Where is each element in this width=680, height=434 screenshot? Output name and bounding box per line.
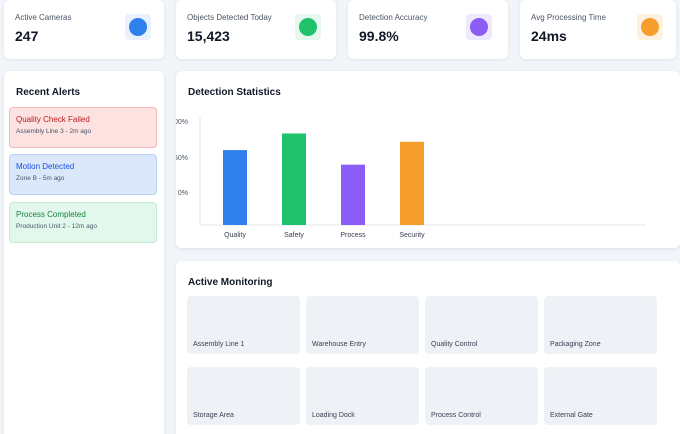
camera-feed-tile[interactable]: Packaging Zone: [544, 296, 657, 354]
chart-bar: [400, 141, 424, 225]
stat-card-avg-processing-time: Avg Processing Time 24ms: [520, 0, 676, 59]
stat-title: Detection Accuracy: [359, 13, 428, 22]
alert-subtitle: Production Unit 2 - 12m ago: [16, 223, 97, 230]
alert-subtitle: Zone B - 5m ago: [16, 175, 65, 182]
recent-alerts-title: Recent Alerts: [16, 87, 81, 98]
tile-label: External Gate: [550, 412, 593, 419]
tile-label: Quality Control: [431, 341, 478, 348]
tile-label: Loading Dock: [312, 412, 355, 419]
stat-title: Active Cameras: [15, 13, 72, 22]
stat-value: 15,423: [187, 28, 230, 44]
alert-item[interactable]: Process Completed Production Unit 2 - 12…: [9, 202, 157, 243]
tile-label: Storage Area: [193, 412, 234, 419]
stat-card-detection-accuracy: Detection Accuracy 99.8%: [348, 0, 508, 59]
camera-status-icon: [125, 14, 151, 40]
tile-label: Assembly Line 1: [193, 341, 245, 348]
status-dot: [470, 18, 488, 36]
x-tick-label: Security: [399, 232, 425, 239]
active-monitoring-title: Active Monitoring: [188, 277, 273, 288]
alert-title: Motion Detected: [16, 162, 75, 171]
stat-value: 99.8%: [359, 28, 399, 44]
y-tick-label: 100%: [176, 119, 188, 126]
camera-feed-tile[interactable]: Loading Dock: [306, 367, 419, 425]
y-tick-label: 50%: [176, 155, 188, 162]
detection-chart: 100% 50% 0% Quality Safety Process Security: [176, 117, 646, 239]
x-tick-label: Quality: [224, 232, 246, 239]
detection-statistics-panel: Detection Statistics 100% 50% 0% Quality Saf…: [176, 71, 680, 248]
chart-bar: [223, 150, 247, 225]
active-monitoring-panel: Active Monitoring Assembly Line 1 Wareho…: [176, 261, 680, 434]
x-tick-label: Safety: [284, 232, 304, 239]
alert-item[interactable]: Motion Detected Zone B - 5m ago: [9, 154, 157, 195]
camera-feed-tile[interactable]: Warehouse Entry: [306, 296, 419, 354]
chart-bar: [341, 164, 365, 225]
alert-title: Process Completed: [16, 210, 86, 219]
stat-title: Objects Detected Today: [187, 13, 272, 22]
tile-label: Packaging Zone: [550, 341, 601, 348]
y-tick-label: 0%: [178, 190, 188, 197]
camera-feed-tile[interactable]: Storage Area: [187, 367, 300, 425]
stat-card-active-cameras: Active Cameras 247: [4, 0, 164, 59]
alert-subtitle: Assembly Line 3 - 2m ago: [16, 128, 92, 135]
stat-title: Avg Processing Time: [531, 13, 606, 22]
detection-statistics-title: Detection Statistics: [188, 87, 281, 98]
recent-alerts-panel: Recent Alerts Quality Check Failed Assem…: [4, 71, 164, 434]
x-tick-label: Process: [340, 232, 366, 239]
chart-bar: [282, 133, 306, 225]
stat-value: 247: [15, 28, 39, 44]
stat-card-objects-detected: Objects Detected Today 15,423: [176, 0, 336, 59]
objects-status-icon: [295, 14, 321, 40]
alert-title: Quality Check Failed: [16, 115, 90, 124]
status-dot: [129, 18, 147, 36]
camera-feed-tile[interactable]: Process Control: [425, 367, 538, 425]
status-dot: [299, 18, 317, 36]
tile-label: Warehouse Entry: [312, 341, 366, 348]
processing-status-icon: [637, 14, 663, 40]
camera-feed-tile[interactable]: Quality Control: [425, 296, 538, 354]
camera-feed-tile[interactable]: External Gate: [544, 367, 657, 425]
camera-feed-tile[interactable]: Assembly Line 1: [187, 296, 300, 354]
accuracy-status-icon: [466, 14, 492, 40]
stat-value: 24ms: [531, 28, 567, 44]
status-dot: [641, 18, 659, 36]
tile-label: Process Control: [431, 412, 481, 419]
alert-item[interactable]: Quality Check Failed Assembly Line 3 - 2…: [9, 107, 157, 148]
